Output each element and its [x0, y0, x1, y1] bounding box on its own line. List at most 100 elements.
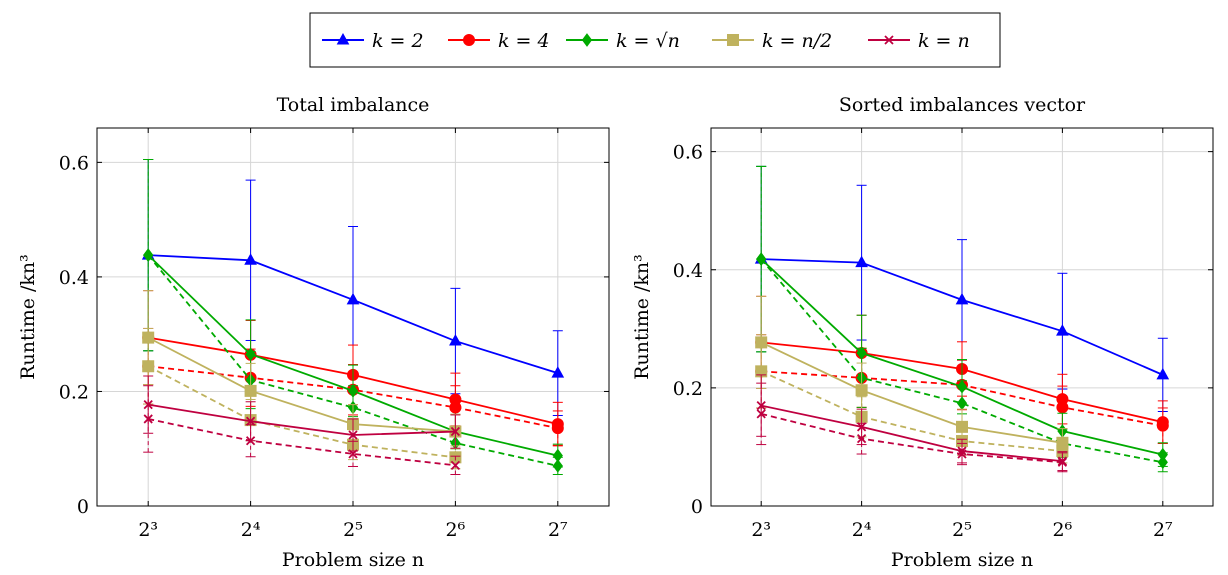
- data-point: [143, 248, 154, 262]
- data-point: [450, 460, 461, 470]
- data-point: [245, 436, 256, 446]
- legend-label-kn: k = n: [918, 30, 970, 52]
- chart-total-imbalance: Total imbalance 2³ 2⁴ 2⁵ 2⁶ 2⁷ 0 0.2 0.4 0.6 Probl…: [17, 94, 610, 571]
- x-tick-label: 2⁷: [1153, 519, 1173, 541]
- legend-marker-kn: [884, 35, 894, 45]
- series-line: [147, 365, 456, 459]
- x-axis-label: Problem size n: [282, 549, 424, 571]
- data-point: [449, 334, 462, 346]
- series-khalf-solid: [755, 295, 1069, 458]
- error-bar: [348, 440, 358, 467]
- legend-marker-k2: [336, 32, 350, 45]
- data-point: [855, 255, 868, 268]
- data-point: [142, 360, 155, 373]
- series-line: [760, 412, 1063, 464]
- legend-label-k4: k = 4: [498, 30, 550, 52]
- y-tick-label: 0: [691, 496, 703, 518]
- x-tick-label: 2⁷: [548, 519, 568, 541]
- legend-item-khalf: k = n/2: [712, 30, 832, 52]
- legend-label-ksqrt: k = √n: [616, 30, 680, 52]
- legend-item-kn: k = n: [868, 30, 970, 52]
- y-tick-label: 0: [77, 496, 89, 518]
- data-point: [956, 396, 968, 411]
- series-kn-dashed: [143, 385, 461, 475]
- series-kn-solid: [143, 375, 461, 452]
- legend-item-k2: k = 2: [322, 30, 424, 52]
- chart-title: Sorted imbalances vector: [839, 94, 1086, 116]
- legend: k = 2 k = 4 k = √n k = n/2 k = n: [309, 12, 1001, 68]
- data-point: [855, 384, 868, 397]
- data-point: [1156, 419, 1169, 432]
- x-axis-label: Problem size n: [891, 549, 1033, 571]
- series-kn-dashed: [756, 382, 1068, 473]
- x-tick-label: 2⁵: [343, 519, 363, 541]
- legend-item-ksqrt: k = √n: [566, 30, 680, 52]
- legend-marker-ksqrt: [581, 33, 593, 47]
- x-tick-label: 2⁵: [952, 519, 972, 541]
- data-point: [1056, 324, 1069, 336]
- data-point: [552, 459, 563, 473]
- y-axis-label: Runtime /kn³: [631, 254, 653, 380]
- data-point: [1056, 401, 1069, 414]
- plot-frame: [96, 127, 610, 507]
- x-tick-label: 2⁴: [241, 519, 261, 541]
- series-line: [760, 258, 1163, 464]
- plot-frame: [710, 127, 1214, 507]
- data-point: [551, 366, 565, 378]
- y-tick-label: 0.4: [59, 267, 89, 289]
- y-tick-label: 0.6: [59, 152, 89, 174]
- y-tick-label: 0.6: [673, 142, 703, 164]
- x-tick-label: 2⁶: [1053, 519, 1073, 541]
- data-point: [856, 422, 867, 432]
- series-khalf-solid: [142, 290, 462, 450]
- data-point: [348, 449, 358, 459]
- data-point: [143, 414, 153, 424]
- data-point: [450, 426, 461, 437]
- data-point: [1157, 455, 1168, 470]
- plot-area: [141, 159, 565, 475]
- legend-marker-k4: [463, 34, 475, 46]
- series-line: [147, 254, 558, 467]
- data-point: [449, 401, 462, 414]
- data-point: [346, 292, 360, 305]
- series-line: [760, 341, 1063, 444]
- y-axis-label: Runtime /kn³: [17, 254, 39, 380]
- data-point: [756, 409, 766, 419]
- error-bar: [143, 385, 154, 453]
- chart-sorted-imbalances-vector: Sorted imbalances vector 2³ 2⁴ 2⁵ 2⁶ 2⁷ 0 0.2 0.…: [631, 94, 1214, 571]
- plot-area: [754, 165, 1170, 473]
- legend-marker-khalf: [727, 34, 739, 46]
- chart-title: Total imbalance: [277, 94, 430, 116]
- legend-item-k4: k = 4: [448, 30, 550, 52]
- x-tick-label: 2⁶: [446, 519, 466, 541]
- data-point: [955, 292, 969, 305]
- x-tick-label: 2³: [751, 519, 771, 541]
- ticks: 2³ 2⁴ 2⁵ 2⁶ 2⁷ 0 0.2 0.4 0.6: [59, 128, 609, 541]
- x-tick-label: 2³: [138, 519, 158, 541]
- series-khalf-dashed: [142, 327, 462, 470]
- series-line: [761, 404, 1063, 463]
- data-point: [1057, 457, 1068, 467]
- data-point: [856, 346, 867, 360]
- x-tick-label: 2⁴: [852, 519, 872, 541]
- data-point: [143, 399, 153, 410]
- series-line: [147, 336, 456, 433]
- data-point: [756, 252, 767, 266]
- series-line: [148, 403, 456, 436]
- data-point: [244, 253, 257, 265]
- y-tick-label: 0.4: [673, 260, 703, 282]
- data-point: [348, 430, 358, 440]
- data-point: [244, 384, 257, 397]
- legend-label-khalf: k = n/2: [762, 30, 832, 52]
- legend-label-k2: k = 2: [372, 30, 424, 52]
- data-point: [551, 422, 564, 435]
- ticks: 2³ 2⁴ 2⁵ 2⁶ 2⁷ 0 0.2 0.4 0.6: [673, 128, 1213, 541]
- series-line: [760, 370, 1063, 452]
- y-tick-label: 0.2: [673, 378, 703, 400]
- y-tick-label: 0.2: [59, 381, 89, 403]
- data-point: [1156, 367, 1170, 380]
- data-point: [957, 449, 967, 459]
- series-line: [148, 365, 558, 429]
- data-point: [856, 434, 867, 444]
